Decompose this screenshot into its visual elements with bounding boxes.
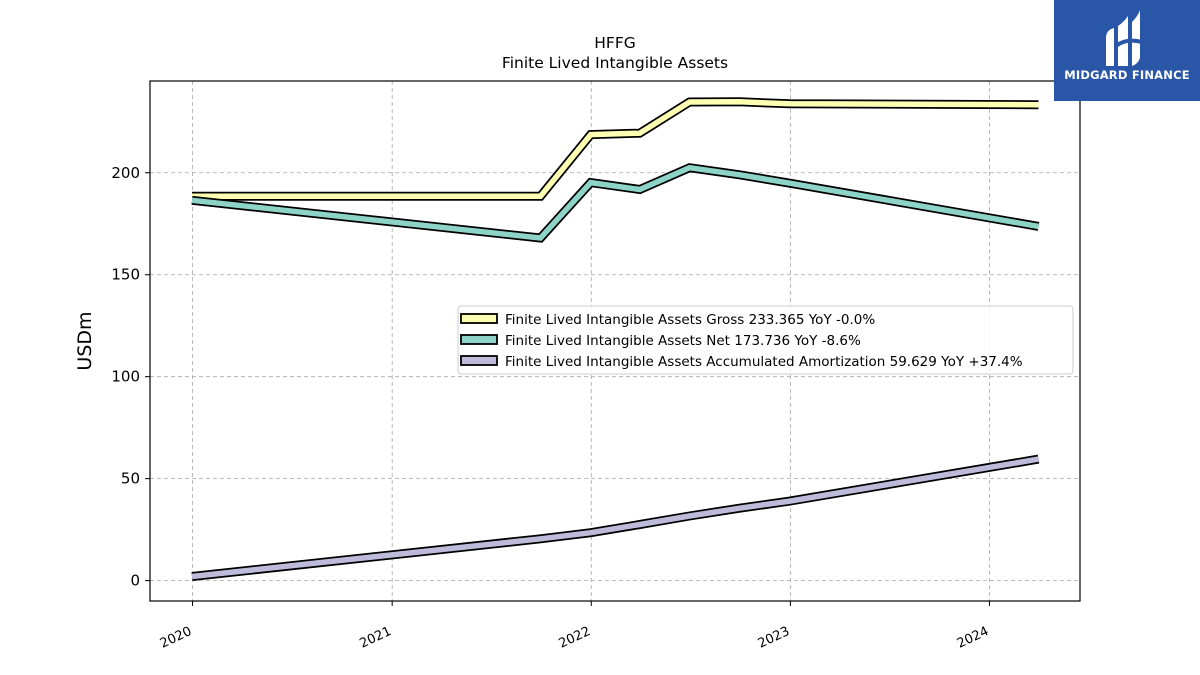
- brand-name: MIDGARD FINANCE: [1064, 68, 1190, 82]
- x-tick-label: 2024: [955, 624, 991, 652]
- y-tick-label: 0: [130, 572, 140, 590]
- y-tick-label: 50: [121, 470, 140, 488]
- axes: 2020 2021 2022 2023 2024 0 50 100 150 200: [111, 164, 991, 652]
- series-layer: [191, 97, 1040, 581]
- legend-swatch: [460, 334, 498, 345]
- series-line: [191, 456, 1039, 580]
- series-outline: [191, 454, 1040, 581]
- y-tick-label: 200: [111, 164, 140, 182]
- series-line: [192, 99, 1039, 199]
- x-tick-label: 2023: [756, 624, 792, 652]
- y-tick-label: 150: [111, 266, 140, 284]
- plot-frame: [149, 80, 1081, 602]
- chart-title: HFFG: [594, 34, 636, 52]
- legend-swatch: [460, 313, 498, 324]
- legend-label: Finite Lived Intangible Assets Gross 233…: [505, 312, 875, 328]
- y-tick-label: 100: [111, 368, 140, 386]
- series-line: [191, 164, 1039, 241]
- chart-subtitle: Finite Lived Intangible Assets: [502, 54, 728, 72]
- legend-label: Finite Lived Intangible Assets Accumulat…: [505, 354, 1023, 370]
- x-tick-label: 2022: [557, 624, 593, 652]
- legend-label: Finite Lived Intangible Assets Net 173.7…: [505, 333, 861, 349]
- legend-swatch: [460, 355, 498, 366]
- x-tick-label: 2020: [158, 624, 194, 652]
- logo-mark-icon: [1106, 10, 1143, 66]
- legend-box: [457, 305, 1074, 375]
- y-axis-label: USDm: [74, 311, 96, 370]
- x-tick-label: 2021: [358, 624, 394, 652]
- midgard-finance-logo: MIDGARD FINANCE: [1054, 0, 1200, 101]
- legend: Finite Lived Intangible Assets Gross 233…: [457, 305, 1074, 375]
